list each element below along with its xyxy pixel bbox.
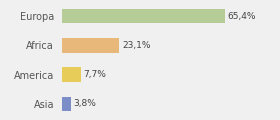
Bar: [62, 38, 120, 53]
Text: 3,8%: 3,8%: [74, 99, 97, 108]
Bar: [62, 67, 81, 82]
Text: 7,7%: 7,7%: [83, 70, 106, 79]
Bar: [62, 9, 225, 23]
Text: 65,4%: 65,4%: [228, 12, 256, 21]
Text: 23,1%: 23,1%: [122, 41, 150, 50]
Bar: [62, 97, 71, 111]
